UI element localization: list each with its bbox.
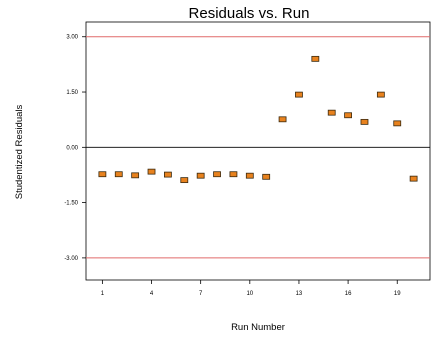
data-point xyxy=(295,91,303,98)
data-point xyxy=(245,172,254,179)
data-point xyxy=(344,112,352,119)
x-tick-label: 19 xyxy=(394,291,401,297)
y-tick-label: 3.00 xyxy=(66,35,78,41)
data-point xyxy=(98,171,107,178)
x-tick-label: 7 xyxy=(199,291,203,297)
x-axis-label: Run Number xyxy=(231,322,285,333)
data-point xyxy=(164,171,172,178)
data-point xyxy=(213,171,221,178)
x-tick-label: 16 xyxy=(345,291,352,297)
y-axis-label: Studentized Residuals xyxy=(14,104,25,199)
data-point xyxy=(393,120,402,127)
data-point xyxy=(311,55,320,62)
y-tick-label: 0.00 xyxy=(66,145,78,151)
y-tick-label: 1.50 xyxy=(66,90,78,96)
x-tick-label: 13 xyxy=(296,291,303,297)
data-point xyxy=(147,168,156,175)
data-point xyxy=(114,171,123,178)
data-point xyxy=(327,109,336,116)
plot-area: 3.00 1.50 0.00 -1.50 -3.00 1 4 7 10 13 16 19 xyxy=(64,21,431,297)
x-tick-label: 10 xyxy=(246,291,253,297)
data-point xyxy=(409,175,418,182)
y-tick-label: -3.00 xyxy=(64,256,78,262)
data-point xyxy=(131,172,140,179)
y-tick-label: -1.50 xyxy=(64,201,78,207)
data-point xyxy=(376,91,385,98)
chart-title: Residuals vs. Run xyxy=(189,5,310,22)
data-point xyxy=(262,173,271,180)
x-tick-label: 4 xyxy=(150,291,154,297)
data-point xyxy=(360,118,369,125)
plot-frame xyxy=(85,21,431,281)
data-point xyxy=(196,172,205,179)
data-point xyxy=(229,171,238,178)
data-point xyxy=(180,177,189,184)
x-tick-label: 1 xyxy=(101,291,105,297)
data-point xyxy=(278,116,287,123)
